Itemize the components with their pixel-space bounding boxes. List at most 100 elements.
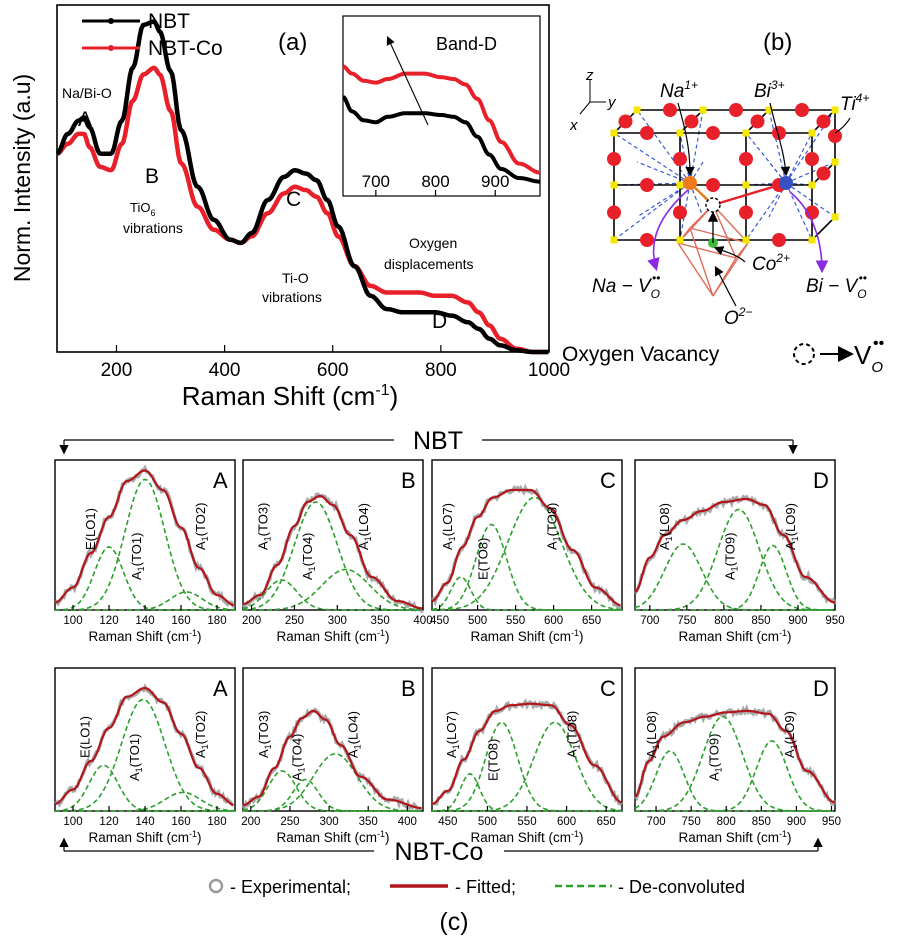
octahedron-edge [689, 227, 749, 244]
octahedron-edge [712, 204, 737, 259]
x-tick-label: 160 [171, 816, 190, 828]
annot-tio6: TiO6 [130, 200, 155, 218]
peak-label: A1(TO3) [256, 711, 273, 758]
x-tick-label: 300 [319, 816, 338, 828]
panel-c: NBT NBT-Co 100 120 140 160 180 Raman Shift (c… [54, 427, 845, 936]
subpanel-xlabel: Raman Shift (cm-1) [88, 628, 201, 644]
annot-displacements: displacements [384, 256, 474, 272]
ti-site-marker [676, 181, 684, 189]
ti-site-marker [610, 236, 618, 244]
oxygen-sphere [640, 126, 654, 140]
peak-label: A1(LO7) [440, 503, 457, 550]
x-tick-label: 250 [280, 816, 299, 828]
oxygen-sphere [828, 129, 842, 143]
x-tick-label: 300 [328, 615, 347, 627]
fitted-curve [242, 709, 422, 810]
fitted-curve [634, 497, 836, 604]
oxygen-sphere [663, 103, 677, 117]
ti-site-marker [742, 181, 750, 189]
oxygen-sphere [772, 233, 786, 247]
legend-marker-nbtco [108, 45, 114, 51]
ti-site-marker [742, 236, 750, 244]
panel-b-label: (b) [763, 29, 792, 56]
x-tick-label: 600 [317, 360, 349, 381]
series-nbt-co-line [56, 65, 550, 355]
peak-label: A1(LO4) [356, 503, 373, 550]
deconvoluted-peak [243, 752, 422, 812]
bond-line [636, 161, 691, 184]
subpanel-frame [54, 667, 236, 812]
deconvoluted-peak [55, 478, 235, 611]
annot-tio6-vib: vibrations [123, 220, 183, 236]
x-tick-label: 550 [517, 816, 536, 828]
legend-deconv-label: - De-convoluted [618, 877, 745, 897]
peak-label: A1(LO8) [657, 503, 674, 550]
x-tick-label: 400 [398, 816, 417, 828]
annot-c: C [286, 188, 301, 211]
fitted-curve [431, 702, 623, 805]
inset-ticks: 700 800 900 [362, 172, 509, 196]
deconvoluted-peak [55, 764, 235, 812]
annot-a: A [78, 108, 92, 131]
subpanel-xlabel: Raman Shift (cm-1) [276, 829, 389, 845]
deconvolution-subpanels: 100 120 140 160 180 Raman Shift (cm-1) A E(LO1)… [54, 459, 845, 845]
deconvoluted-peak [635, 715, 833, 812]
bond-line [636, 109, 691, 184]
x-tick-label: 850 [752, 816, 771, 828]
x-tick-label: 600 [557, 816, 576, 828]
inset-x-tick-label: 700 [362, 172, 390, 191]
octahedron-edge [712, 257, 737, 297]
x-tick-label: 650 [597, 816, 616, 828]
subpanel-letter: D [813, 468, 829, 493]
peak-label: A1(TO8) [565, 711, 582, 758]
panel-c-label: (c) [439, 908, 468, 936]
x-tick-label: 800 [714, 615, 733, 627]
oxygen-sphere [640, 233, 654, 247]
bond-line [768, 161, 787, 184]
ti-site-marker [742, 129, 750, 137]
subpanel-letter: B [401, 676, 416, 701]
oxygen-sphere [729, 103, 743, 117]
x-tick-label: 350 [359, 816, 378, 828]
panel-a-legend: NBT NBT-Co [82, 10, 223, 60]
x-tick-label: 400 [413, 615, 432, 627]
ti-site-marker [765, 106, 773, 114]
annot-tio-vib: vibrations [262, 289, 322, 305]
bond-line [636, 182, 691, 218]
x-tick-label: 1000 [528, 360, 570, 381]
ti-site-marker [699, 106, 707, 114]
ti-site-marker [831, 158, 839, 166]
bi-leader [769, 102, 791, 177]
x-tick-label: 200 [241, 816, 260, 828]
axis-z: z [585, 67, 594, 84]
na-leader [677, 102, 695, 177]
co-label: Co2+ [752, 251, 790, 275]
axis-y: y [607, 94, 617, 111]
ti-site-marker [831, 213, 839, 221]
o-leader [714, 265, 737, 307]
oxygen-sphere [706, 178, 720, 192]
deconvoluted-peak [431, 523, 622, 611]
subpanel-frame [634, 667, 836, 812]
ti-site-marker [610, 181, 618, 189]
inset-curves [342, 64, 541, 184]
panel-a: 200 400 600 800 1000 Norm. Intensity (a.u) R… [9, 4, 570, 411]
subpanel-frame [634, 459, 836, 611]
panel-a-label: (a) [278, 29, 307, 56]
nbtco-group-label: NBT-Co [395, 838, 484, 866]
subpanel-letter: A [213, 468, 228, 493]
vacancy-symbol: VO•• [854, 335, 884, 376]
inset-series-nbt-line [342, 95, 541, 184]
legend-label-nbt: NBT [148, 10, 190, 33]
subpanel-nbt-b: 200 250 300 350 400 Raman Shift (cm-1) B A1(TO3… [241, 459, 433, 644]
bond-line [613, 132, 691, 184]
panel-a-frame [56, 4, 550, 353]
deconvoluted-peak [432, 721, 623, 812]
x-tick-label: 200 [101, 360, 133, 381]
deconvoluted-peak [635, 544, 833, 611]
ti-site-marker [676, 129, 684, 137]
inset-series-nbt-co-line [342, 64, 541, 175]
crystal-structure [607, 102, 851, 307]
x-tick-label: 200 [242, 615, 261, 627]
